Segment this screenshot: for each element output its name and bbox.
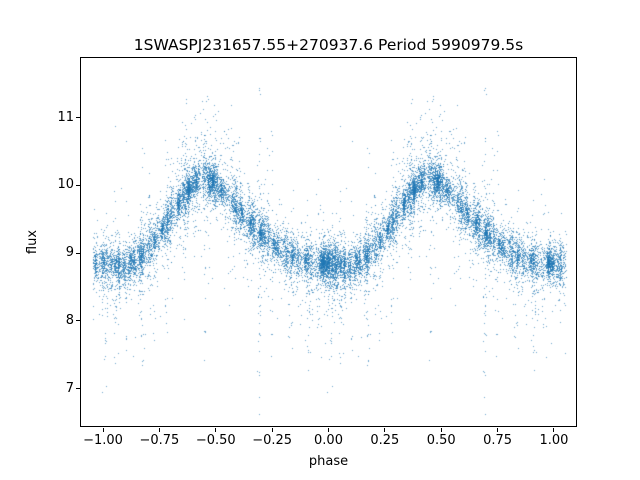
y-tick-label: 11 — [57, 109, 74, 125]
y-tick-mark — [76, 252, 80, 254]
x-tick-label: −0.75 — [139, 433, 180, 448]
x-tick-label: 0.25 — [370, 433, 400, 448]
x-tick-mark — [158, 428, 160, 432]
x-tick-mark — [215, 428, 217, 432]
x-tick-mark — [440, 428, 442, 432]
x-tick-mark — [497, 428, 499, 432]
y-tick-mark — [76, 320, 80, 322]
y-tick-label: 8 — [65, 312, 74, 328]
y-tick-mark — [76, 184, 80, 186]
y-tick-mark — [76, 388, 80, 390]
x-tick-mark — [553, 428, 555, 432]
x-tick-mark — [271, 428, 273, 432]
x-tick-label: 0.75 — [483, 433, 513, 448]
x-tick-label: 1.00 — [539, 433, 569, 448]
x-tick-label: −0.25 — [252, 433, 293, 448]
y-tick-label: 7 — [65, 380, 74, 396]
x-tick-mark — [102, 428, 104, 432]
y-tick-label: 9 — [65, 245, 74, 261]
x-tick-label: −1.00 — [83, 433, 123, 448]
x-axis-label: phase — [308, 454, 349, 469]
scatter-points-canvas — [81, 58, 576, 426]
y-axis-label: flux — [25, 229, 40, 255]
y-tick-label: 10 — [57, 177, 74, 193]
x-tick-mark — [328, 428, 329, 432]
x-tick-label: 0.50 — [426, 433, 456, 448]
x-tick-label: 0.00 — [314, 433, 343, 448]
y-tick-mark — [76, 117, 80, 119]
x-tick-label: −0.50 — [195, 433, 236, 448]
chart-title: 1SWASPJ231657.55+270937.6 Period 5990979… — [133, 36, 524, 54]
x-tick-mark — [384, 428, 386, 432]
